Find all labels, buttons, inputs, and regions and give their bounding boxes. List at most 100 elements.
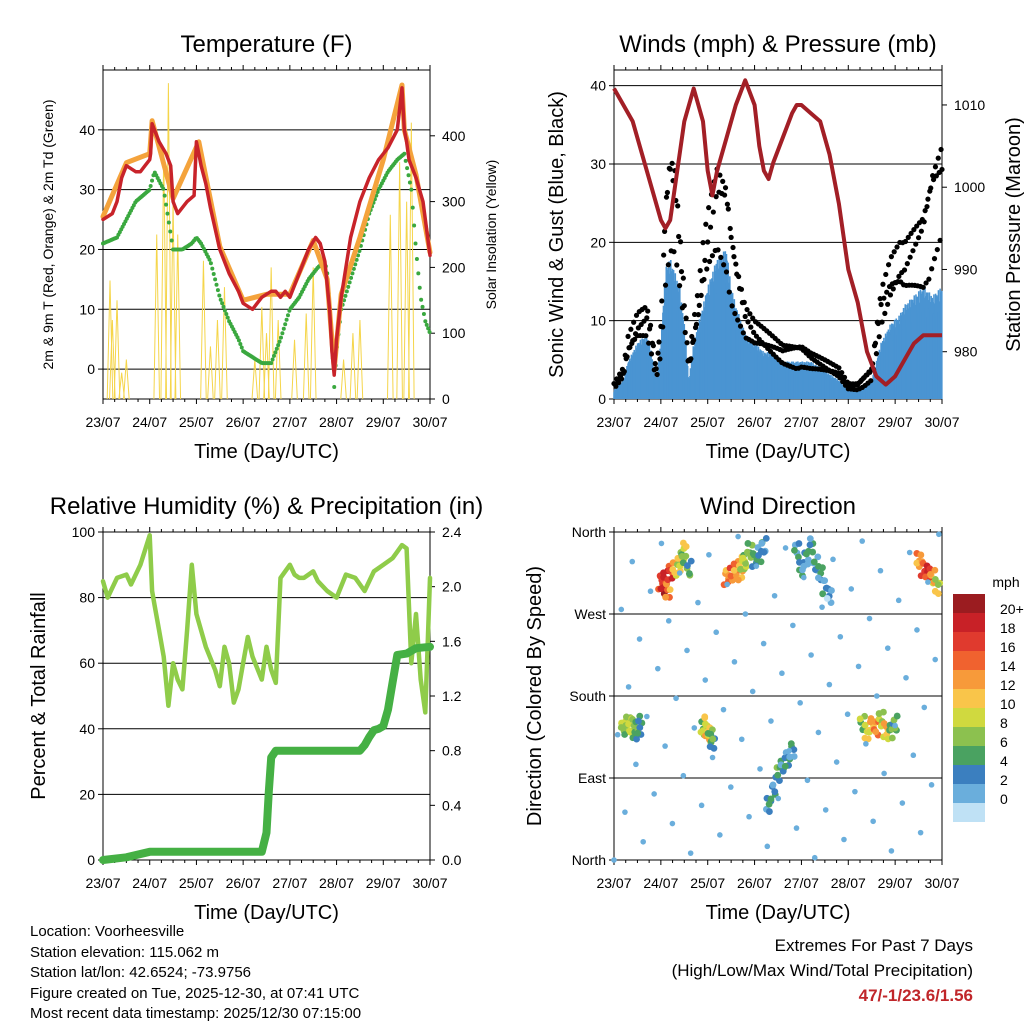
direction-point xyxy=(764,843,771,850)
direction-point xyxy=(758,539,766,547)
solar-spike xyxy=(165,83,172,400)
gust-point xyxy=(839,369,845,376)
temp-2m-line xyxy=(101,86,432,377)
direction-point xyxy=(809,548,817,556)
x-tick-label: 29/07 xyxy=(366,875,401,891)
gust-point xyxy=(742,313,748,320)
gust-point xyxy=(665,262,671,268)
gust-point xyxy=(885,301,891,307)
direction-point xyxy=(874,693,880,699)
direction-point xyxy=(682,552,690,560)
direction-point xyxy=(917,551,925,559)
direction-point xyxy=(749,688,756,695)
direction-point xyxy=(755,551,762,559)
dewpoint-point xyxy=(148,184,153,189)
dewpoint-point xyxy=(222,308,227,313)
direction-point xyxy=(635,717,642,725)
direction-point xyxy=(875,710,883,717)
x-tick-label: 30/07 xyxy=(412,875,447,891)
dewpoint-point xyxy=(349,275,354,280)
dewpoint-point xyxy=(235,335,240,340)
y2-tick-label: 400 xyxy=(442,128,466,144)
x-tick-label: 29/07 xyxy=(366,414,401,430)
gust-point xyxy=(643,333,649,339)
direction-point xyxy=(636,636,643,642)
direction-point xyxy=(720,706,727,713)
direction-point xyxy=(819,604,825,610)
gust-point xyxy=(691,311,698,318)
solar-spike xyxy=(396,162,403,400)
gust-point xyxy=(671,249,677,255)
direction-point xyxy=(826,681,833,688)
x-axis-label: Time (Day/UTC) xyxy=(194,902,339,924)
x-tick-label: 27/07 xyxy=(784,414,819,430)
direction-point xyxy=(769,781,777,789)
dewpoint-point xyxy=(347,280,352,285)
direction-point xyxy=(775,795,782,802)
solar-spike xyxy=(274,320,282,400)
gust-point xyxy=(653,366,659,372)
latlon-label: Station lat/lon: 42.6524; -73.9756 xyxy=(30,964,252,981)
solar-spike xyxy=(356,320,364,400)
direction-point xyxy=(926,570,934,578)
legend-swatch xyxy=(953,651,985,670)
direction-point xyxy=(921,704,928,711)
solar-spike xyxy=(118,372,125,400)
gust-point xyxy=(885,262,892,268)
gust-point xyxy=(677,283,683,289)
gust-point xyxy=(915,235,922,241)
direction-point xyxy=(662,743,668,749)
dewpoint-point xyxy=(278,335,283,340)
direction-point xyxy=(767,795,775,803)
wind-series xyxy=(613,251,943,399)
legend-label: 20+ xyxy=(1000,601,1024,617)
y2-tick-label: 0.0 xyxy=(442,852,462,868)
dewpoint-point xyxy=(414,257,419,262)
direction-point xyxy=(837,633,844,640)
solar-spike xyxy=(109,320,116,400)
direction-point xyxy=(671,569,679,577)
dewpoint-point xyxy=(421,312,426,317)
gust-point xyxy=(932,164,939,170)
dewpoint-point xyxy=(416,271,421,276)
dewpoint-point xyxy=(405,166,410,171)
direction-point xyxy=(791,546,798,554)
dewpoint-point xyxy=(426,326,431,331)
direction-point xyxy=(673,695,679,702)
dewpoint-point xyxy=(346,284,351,289)
y-tick-label: 30 xyxy=(590,156,606,172)
y-tick-label: 40 xyxy=(79,721,95,737)
solar-spike xyxy=(153,234,161,400)
direction-point xyxy=(622,713,630,721)
direction-point xyxy=(877,567,884,574)
gust-point xyxy=(894,244,900,250)
x-tick-label: 25/07 xyxy=(179,414,214,430)
gust-point xyxy=(695,312,701,318)
gust-point xyxy=(669,160,675,166)
x-tick-label: 26/07 xyxy=(226,875,261,891)
direction-point xyxy=(611,857,617,863)
chart-title: Wind Direction xyxy=(700,493,856,520)
station-info: Location: Voorheesville Station elevatio… xyxy=(30,922,361,1025)
gust-point xyxy=(921,219,927,225)
dewpoint-point xyxy=(214,282,219,287)
legend-label: 6 xyxy=(1000,734,1008,750)
gust-point xyxy=(713,194,719,200)
x-tick-label: 25/07 xyxy=(690,875,725,891)
y2-tick-label: 0.4 xyxy=(442,797,462,813)
legend-swatch xyxy=(953,784,985,803)
direction-series xyxy=(611,531,944,863)
solar-spike xyxy=(302,313,310,400)
y2-tick-label: 200 xyxy=(442,259,466,275)
direction-point xyxy=(808,652,814,658)
direction-point xyxy=(702,677,709,683)
direction-point xyxy=(731,659,738,665)
direction-point xyxy=(644,713,650,720)
direction-point xyxy=(848,586,855,592)
gust-point xyxy=(645,308,651,314)
chart-title: Relative Humidity (%) & Precipitation (i… xyxy=(50,493,483,520)
created-label: Figure created on Tue, 2025-12-30, at 07… xyxy=(30,984,360,1002)
direction-point xyxy=(906,549,913,556)
gust-point xyxy=(928,185,934,191)
pressure-line xyxy=(612,78,942,387)
